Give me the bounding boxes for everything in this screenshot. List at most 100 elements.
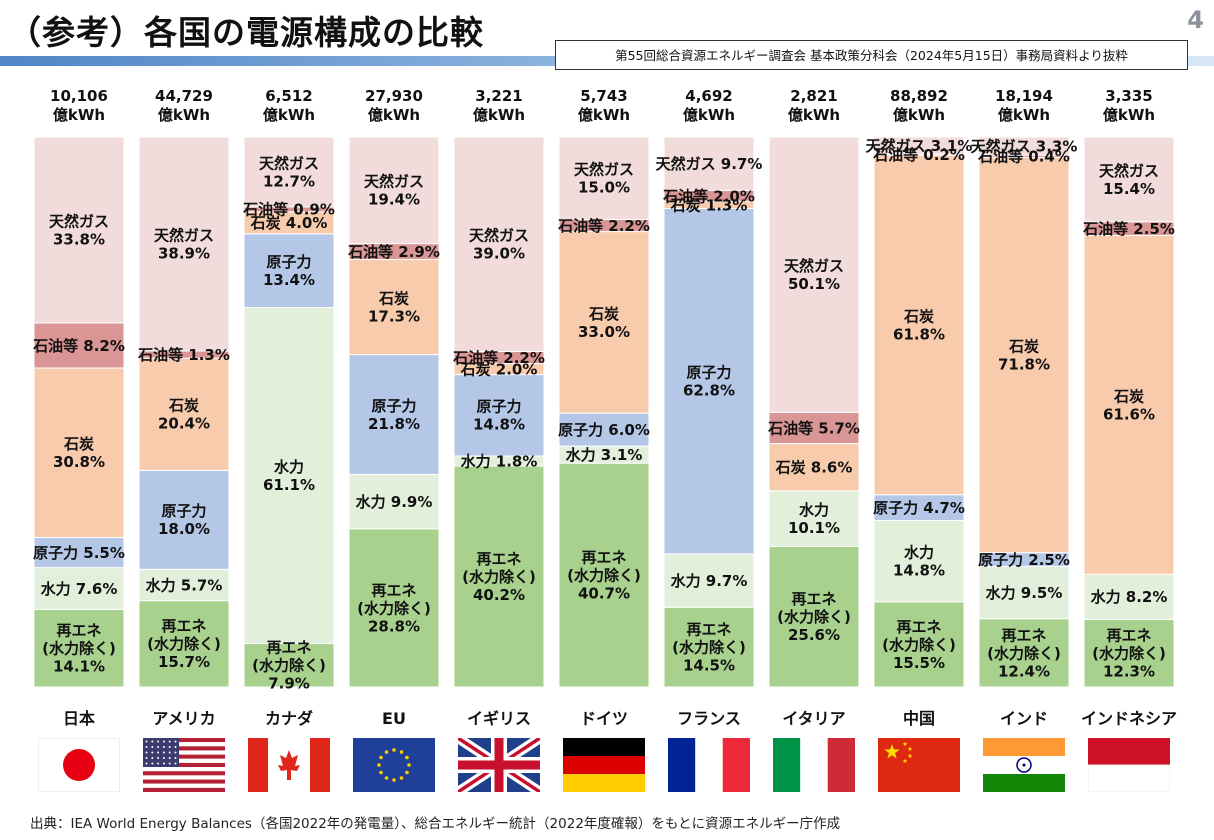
bar-segment-gas — [663, 136, 755, 191]
segment-label-renewables: 12.3% — [1103, 663, 1155, 681]
japan-flag-icon — [37, 737, 121, 793]
segment-label-coal: 61.6% — [1103, 405, 1155, 423]
bar-segment-coal — [1083, 234, 1175, 575]
segment-label-renewables: 再エネ — [1001, 626, 1046, 644]
segment-label-renewables: (水力除く) — [462, 568, 536, 586]
china-flag-icon — [878, 738, 960, 792]
total-value-label: 10,106 — [50, 87, 108, 105]
country-name-label: 中国 — [903, 709, 935, 728]
segment-label-coal: 20.4% — [158, 415, 210, 433]
segment-label-nuclear: 原子力 — [266, 253, 311, 271]
segment-label-nuclear: 18.0% — [158, 520, 210, 538]
segment-label-renewables: (水力除く) — [987, 644, 1061, 662]
total-value-label: 27,930 — [365, 87, 423, 105]
bar-segment-renewables — [33, 608, 125, 688]
total-unit-label: 億kWh — [1103, 106, 1155, 124]
bar-segment-hydro — [768, 490, 860, 547]
italy-flag-icon — [773, 738, 855, 792]
bar-segment-renewables — [138, 600, 230, 688]
segment-label-renewables: (水力除く) — [1092, 645, 1166, 663]
segment-label-coal: 石炭 — [378, 289, 409, 307]
canada-flag-icon — [248, 738, 330, 792]
segment-label-nuclear: 原子力 — [476, 398, 521, 416]
bar-segment-gas — [1083, 136, 1175, 223]
bar-segment-oil — [33, 322, 125, 369]
segment-label-gas: 天然ガス 9.7% — [656, 155, 763, 173]
bar-segment-coal — [873, 154, 965, 496]
segment-label-gas: 39.0% — [473, 245, 525, 263]
bar-segment-hydro — [33, 567, 125, 610]
indonesia-flag-icon — [1087, 738, 1171, 793]
segment-label-gas: 15.0% — [578, 179, 630, 197]
bar-segment-nuclear — [33, 536, 125, 569]
country-name-label: EU — [382, 709, 406, 728]
segment-label-gas: 天然ガス — [259, 154, 319, 172]
country-name-label: イタリア — [782, 709, 845, 728]
bar-segment-gas — [558, 136, 650, 220]
segment-label-hydro: 水力 5.7% — [146, 576, 223, 594]
segment-label-gas: 15.4% — [1103, 180, 1155, 198]
total-value-label: 88,892 — [890, 87, 948, 105]
segment-label-gas: 19.4% — [368, 191, 420, 209]
segment-label-coal: 61.8% — [893, 325, 945, 343]
segment-label-gas: 天然ガス — [1099, 162, 1159, 180]
segment-label-hydro: 水力 9.5% — [986, 584, 1063, 602]
bar-segment-renewables — [873, 601, 965, 688]
segment-label-gas: 天然ガス — [154, 226, 214, 244]
total-value-label: 3,335 — [1105, 87, 1152, 105]
bar-segment-gas — [978, 136, 1070, 156]
bar-segment-renewables — [768, 545, 860, 688]
total-unit-label: 億kWh — [53, 106, 105, 124]
total-unit-label: 億kWh — [473, 106, 525, 124]
segment-label-nuclear: 原子力 2.5% — [978, 551, 1070, 569]
segment-label-renewables: 再エネ — [686, 621, 731, 639]
segment-label-coal: 石炭 4.0% — [250, 214, 328, 232]
segment-label-nuclear: 62.8% — [683, 382, 735, 400]
total-value-label: 3,221 — [475, 87, 522, 105]
segment-label-renewables: 再エネ — [791, 590, 836, 608]
total-unit-label: 億kWh — [893, 106, 945, 124]
segment-label-renewables: 再エネ — [1106, 627, 1151, 645]
bar-segment-renewables — [558, 462, 650, 688]
segment-label-gas: 38.9% — [158, 244, 210, 262]
country-name-label: インドネシア — [1081, 709, 1177, 728]
segment-label-gas: 天然ガス — [574, 161, 634, 179]
india-flag-icon — [983, 738, 1065, 792]
total-value-label: 4,692 — [685, 87, 732, 105]
segment-label-oil: 石油等 2.5% — [1082, 220, 1175, 238]
country-name-label: 日本 — [63, 709, 95, 728]
bar-segment-nuclear — [138, 469, 230, 570]
segment-label-renewables: (水力除く) — [147, 635, 221, 653]
bar-segment-hydro — [348, 473, 440, 530]
segment-label-hydro: 水力 9.7% — [671, 572, 748, 590]
segment-label-renewables: 再エネ — [581, 548, 626, 566]
segment-label-oil: 石油等 8.2% — [32, 337, 125, 355]
segment-label-hydro: 14.8% — [893, 562, 945, 580]
country-name-label: カナダ — [265, 709, 313, 728]
segment-label-gas: 33.8% — [53, 230, 105, 248]
segment-label-renewables: 7.9% — [268, 675, 310, 693]
segment-label-renewables: 再エネ — [161, 617, 206, 635]
segment-label-hydro: 61.1% — [263, 476, 315, 494]
uk-flag-icon — [455, 733, 543, 797]
total-unit-label: 億kWh — [683, 106, 735, 124]
country-name-label: アメリカ — [152, 709, 215, 728]
footer-source: 出典：IEA World Energy Balances（各国2022年の発電量… — [30, 816, 841, 832]
segment-label-oil: 石油等 0.9% — [242, 201, 335, 219]
bar-segment-nuclear — [348, 354, 440, 475]
total-unit-label: 億kWh — [578, 106, 630, 124]
segment-label-renewables: 再エネ — [896, 618, 941, 636]
segment-label-coal: 石炭 — [903, 307, 934, 325]
segment-label-renewables: 40.2% — [473, 586, 525, 604]
segment-label-nuclear: 原子力 5.5% — [33, 544, 125, 562]
segment-label-oil: 石油等 2.2% — [557, 217, 650, 235]
bar-segment-coal — [558, 231, 650, 414]
segment-label-gas: 天然ガス — [784, 257, 844, 275]
bar-segment-nuclear — [873, 494, 965, 522]
country-name-label: フランス — [677, 709, 741, 728]
bar-segment-coal — [768, 443, 860, 492]
total-value-label: 44,729 — [155, 87, 213, 105]
segment-label-coal: 石炭 — [168, 397, 199, 415]
segment-label-renewables: 再エネ — [371, 581, 416, 599]
